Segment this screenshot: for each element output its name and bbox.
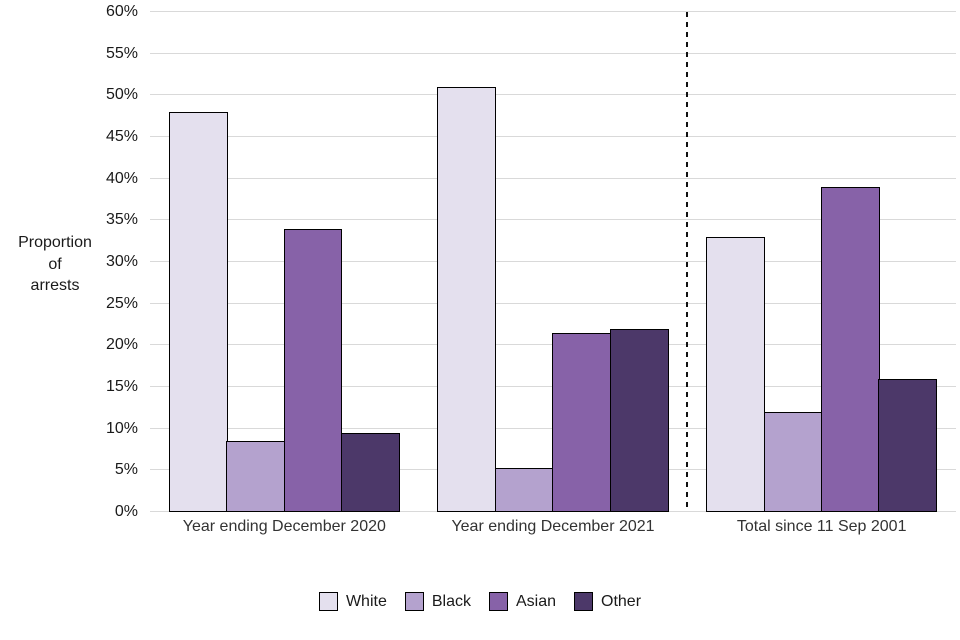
- bar-other: [340, 432, 400, 512]
- x-tick-label: Year ending December 2020: [182, 518, 386, 535]
- plot-area: [150, 11, 956, 512]
- separator-dashed-line: [686, 12, 689, 512]
- y-tick-label: 40%: [105, 169, 138, 187]
- x-axis: Year ending December 2020 Year ending Dec…: [150, 518, 956, 536]
- y-tick-label: 50%: [105, 86, 138, 104]
- y-tick-label: 35%: [105, 211, 138, 229]
- legend-item: Black: [404, 592, 471, 611]
- legend: White Black Asian Other: [0, 592, 960, 611]
- y-tick-label: 5%: [114, 461, 138, 479]
- bar-black: [494, 467, 554, 512]
- gridline: [150, 261, 956, 262]
- gridline: [150, 11, 956, 12]
- gridline: [150, 94, 956, 96]
- gridline: [150, 219, 956, 221]
- bar-asian: [283, 228, 343, 512]
- y-tick-label: 15%: [105, 378, 138, 395]
- bar-cluster: [168, 12, 400, 512]
- bar-group: [419, 12, 688, 512]
- legend-item: White: [318, 592, 387, 611]
- y-tick-label: 30%: [105, 253, 138, 270]
- legend-item: Other: [574, 592, 641, 611]
- bar-cluster: [706, 12, 938, 512]
- gridline: [150, 52, 956, 54]
- legend-label: White: [345, 592, 387, 610]
- legend-label: Other: [601, 592, 642, 610]
- legend-swatch: [404, 592, 424, 611]
- bar-asian: [552, 332, 612, 512]
- bar-group: [687, 12, 956, 512]
- bar-black: [226, 441, 286, 512]
- gridline: [150, 136, 956, 137]
- legend-label: Asian: [515, 592, 557, 610]
- y-axis: 0% 5% 10% 15% 20% 25% 30% 35% 40% 45% 50% 55% 60%: [0, 3, 142, 520]
- bar-cluster: [437, 12, 669, 512]
- gridline: [150, 302, 956, 304]
- y-tick-label: 20%: [105, 336, 138, 354]
- bar-black: [763, 412, 823, 512]
- legend-label: Black: [431, 592, 471, 610]
- bar-group: [150, 12, 419, 512]
- y-tick-label: 0%: [114, 503, 138, 520]
- y-tick-label: 60%: [105, 3, 138, 20]
- y-tick-label: 55%: [105, 44, 138, 62]
- bar-white: [706, 237, 766, 512]
- y-tick-label: 10%: [105, 419, 138, 437]
- y-tick-label: 45%: [105, 128, 138, 145]
- bar-white: [437, 87, 497, 512]
- legend-swatch: [488, 592, 508, 611]
- legend-swatch: [574, 592, 594, 611]
- y-tick-label: 25%: [105, 294, 138, 312]
- bar-asian: [820, 187, 880, 512]
- x-tick-label: Year ending December 2021: [451, 518, 655, 535]
- bar-other: [609, 328, 669, 512]
- bar-white: [168, 112, 228, 512]
- gridline: [150, 177, 956, 179]
- x-tick-label: Total since 11 Sep 2001: [736, 518, 907, 535]
- y-axis-title: Proportion of arrests: [18, 234, 92, 295]
- bar-other: [878, 378, 938, 512]
- legend-item: Asian: [488, 592, 557, 611]
- legend-swatch: [318, 592, 338, 611]
